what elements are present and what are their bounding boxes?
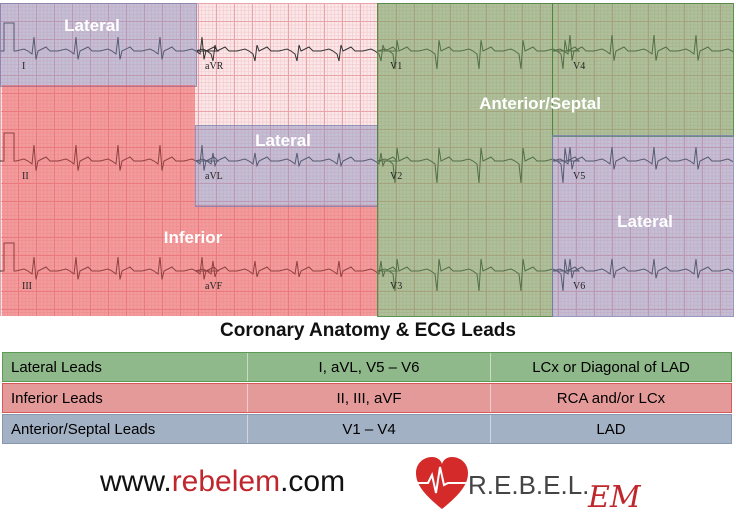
lead-label: aVR (205, 61, 224, 72)
leads-cell: II, III, aVF (247, 384, 491, 412)
region-label: Inferior (163, 228, 223, 247)
artery-cell: LAD (596, 420, 626, 438)
lead-label: II (22, 171, 29, 182)
region-label: Anterior/Septal (479, 94, 601, 113)
url-suffix: .com (280, 465, 346, 498)
group-cell: Lateral Leads (11, 358, 102, 376)
lead-label: III (22, 281, 32, 292)
leads-cell: V1 – V4 (247, 415, 491, 443)
region-anterior-v4 (552, 3, 734, 137)
website-link[interactable]: www.rebelem.com (100, 465, 345, 499)
lead-label: V1 (390, 61, 403, 72)
region-label: Lateral (255, 131, 311, 150)
leads-cell: I, aVL, V5 – V6 (247, 353, 491, 381)
table-row-anterior: Anterior/Septal Leads V1 – V4 LAD (2, 414, 732, 444)
region-inferior-left (2, 85, 195, 316)
url-prefix: www. (100, 465, 172, 498)
region-label: Lateral (64, 16, 120, 35)
lead-label: V5 (573, 171, 586, 182)
group-cell: Anterior/Septal Leads (11, 420, 156, 438)
url-brand: rebelem (171, 465, 281, 498)
artery-cell: RCA and/or LCx (556, 389, 666, 407)
table-row-inferior: Inferior Leads II, III, aVF RCA and/or L… (2, 383, 732, 413)
heart-logo-icon (414, 457, 470, 509)
lead-label: V4 (573, 61, 586, 72)
lead-label: V2 (390, 171, 403, 182)
region-inferior-avf (195, 205, 377, 316)
artery-cell: LCx or Diagonal of LAD (532, 358, 690, 376)
lead-label: aVF (205, 281, 223, 292)
table-row-lateral: Lateral Leads I, aVL, V5 – V6 LCx or Dia… (2, 352, 732, 382)
lead-label: V3 (390, 281, 403, 292)
lead-label: I (22, 61, 26, 72)
region-anterior-v1v3 (377, 3, 553, 317)
lead-label: aVL (205, 171, 223, 182)
region-lateral-v5v6 (552, 135, 734, 317)
region-label: Lateral (617, 212, 673, 231)
group-cell: Inferior Leads (11, 389, 103, 407)
ecg-strip: Lateral Lateral Inferior Anterior/Septal… (0, 3, 734, 317)
logo-em: EM (588, 480, 641, 515)
table-title: Coronary Anatomy & ECG Leads (220, 320, 516, 341)
region-lateral-i (0, 3, 197, 87)
lead-label: V6 (573, 281, 586, 292)
logo-text: R.E.B.E.L. (468, 470, 590, 500)
